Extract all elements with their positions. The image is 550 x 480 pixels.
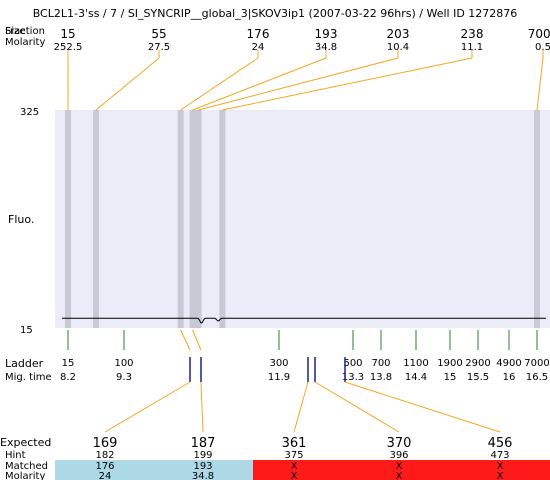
molarity-bottom-label: Molarity [5,471,45,480]
hint-value: 182 [95,450,114,461]
peak-size-label: 193 [315,27,338,41]
expected-connector [200,381,204,433]
peak-connector [536,57,544,111]
matched-molarity-value: X [497,471,504,480]
peak-connectors [67,50,544,111]
ladder-time-label: 15.5 [467,372,489,383]
matched-value: X [291,461,298,472]
peak-molarity-label: 34.8 [315,42,337,53]
peak-bands [65,110,540,328]
matched-molarity-value: 34.8 [192,471,214,480]
hint-value: 396 [389,450,408,461]
expected-size: 370 [387,436,412,451]
ladder-time-label: 8.2 [60,372,76,383]
peak-molarity-label: 24 [252,42,265,53]
peak-band [534,110,540,328]
peak-molarity-label: 10.4 [387,42,409,53]
peak-band [189,110,196,328]
peak-connector [180,57,259,111]
ladder-time-label: 16 [503,372,516,383]
matched-label: Matched [5,461,48,472]
ladder-time-label: 14.4 [405,372,427,383]
fluo-label: Fluo. [8,213,34,226]
ladder-size-label: 7000 [524,358,549,369]
peak-size-label: 238 [461,27,484,41]
ladder-size-label: 2900 [465,358,490,369]
matched-molarity-value: X [291,471,298,480]
y-axis-min-label: 15 [20,325,33,336]
peak-connector [222,57,473,111]
fraction-label: Fraction [5,26,45,37]
expected-label: Expected [0,436,51,449]
peak-band [219,110,226,328]
y-axis-max-label: 325 [20,107,39,118]
peak-size-label: 203 [387,27,410,41]
expected-connector [293,381,309,433]
expected-peak-link [180,329,191,351]
peak-band [177,110,184,328]
peak-molarity-label: 252.5 [54,42,83,53]
hint-value: 199 [193,450,212,461]
peak-connector [192,57,327,111]
ladder-time-label: 9.3 [116,372,132,383]
peak-molarity-label: 0.5 [535,42,550,53]
ladder-size-label: 4900 [496,358,521,369]
peak-size-label: 15 [60,27,75,41]
chart-title: BCL2L1-3'ss / 7 / SI_SYNCRIP__global_3|S… [33,7,518,20]
matched-missing-bar [253,460,550,480]
peak-band [65,110,71,328]
matched-molarity-value: 24 [99,471,112,480]
peak-molarity-label: 11.1 [461,42,483,53]
matched-value: 193 [193,461,212,472]
peak-molarity-label: 27.5 [148,42,170,53]
ladder-time-label: 11.9 [268,372,290,383]
peak-size-label: 7000 [528,27,550,41]
peak-band [93,110,99,328]
ladder-time-label: 13.3 [342,372,364,383]
ladder-label: Ladder [5,357,44,370]
matched-molarity-value: X [396,471,403,480]
peak-size-label: 55 [151,27,166,41]
ladder-size-label: 1100 [403,358,428,369]
expected-size: 361 [282,436,307,451]
matched-value: X [396,461,403,472]
matched-value: X [497,461,504,472]
ladder-time-label: 15 [444,372,457,383]
ladder-time-label: 16.5 [526,372,548,383]
mig-time-label: Mig. time [5,372,52,383]
plot-area [55,110,550,328]
expected-size: 456 [488,436,513,451]
matched-found-bar [55,460,253,480]
peak-connector [198,57,399,111]
ladder-axis: 15 8.2 100 9.3 300 11.9 500 13.3 700 13.8 1100 14.4… [60,330,550,383]
peak-connector [95,57,160,111]
hint-value: 375 [284,450,303,461]
ladder-time-label: 13.8 [370,372,392,383]
fluorescence-trace [62,317,546,324]
peak-band [195,110,202,328]
expected-size: 187 [191,436,216,451]
ladder-size-label: 15 [62,358,75,369]
molarity-label: Molarity [5,37,45,48]
hint-label: Hint [5,450,26,461]
expected-connector [104,381,191,433]
ladder-size-label: 700 [371,358,390,369]
ladder-size-label: 300 [269,358,288,369]
expected-peak-link [192,329,202,351]
expected-size: 169 [93,436,118,451]
peak-size-label: 176 [247,27,270,41]
expected-connector [314,381,400,433]
matched-value: 176 [95,461,114,472]
ladder-size-label: 500 [343,358,362,369]
size-label: Size [5,26,26,37]
ladder-size-label: 100 [114,358,133,369]
hint-value: 473 [490,450,509,461]
ladder-size-label: 1900 [437,358,462,369]
expected-connector [344,381,501,433]
expected-connectors [104,329,501,433]
